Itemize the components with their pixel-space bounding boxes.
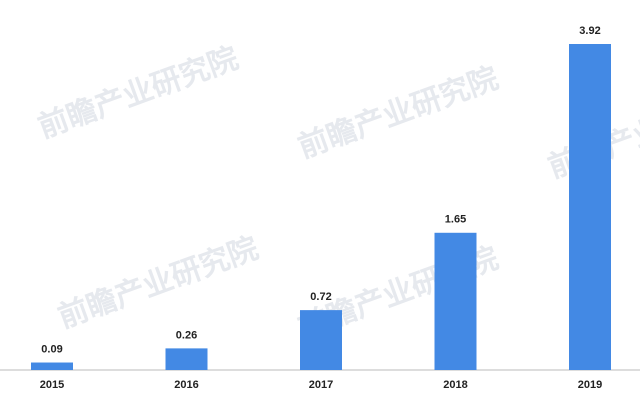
bar [300, 310, 342, 370]
value-label: 3.92 [579, 25, 600, 37]
x-tick-label: 2018 [443, 379, 467, 391]
bar [165, 348, 208, 370]
watermark: 前瞻产业研究院 [294, 61, 503, 166]
value-label: 0.26 [176, 329, 197, 341]
watermark: 前瞻产业研究院 [54, 231, 263, 336]
x-tick-label: 2016 [174, 379, 198, 391]
value-label: 0.09 [41, 343, 62, 355]
value-label: 1.65 [445, 214, 466, 226]
x-tick-label: 2019 [578, 379, 602, 391]
x-tick-label: 2017 [309, 379, 333, 391]
value-label: 0.72 [310, 291, 331, 303]
x-tick-label: 2015 [40, 379, 64, 391]
bar [569, 44, 611, 370]
bar [31, 362, 73, 370]
watermark: 前瞻产业研究院 [34, 41, 243, 146]
bar [434, 232, 477, 370]
watermarks: 前瞻产业研究院 前瞻产业研究院 前瞻产业研究院 前瞻产业研究院 前瞻产业研究院 [34, 41, 640, 346]
